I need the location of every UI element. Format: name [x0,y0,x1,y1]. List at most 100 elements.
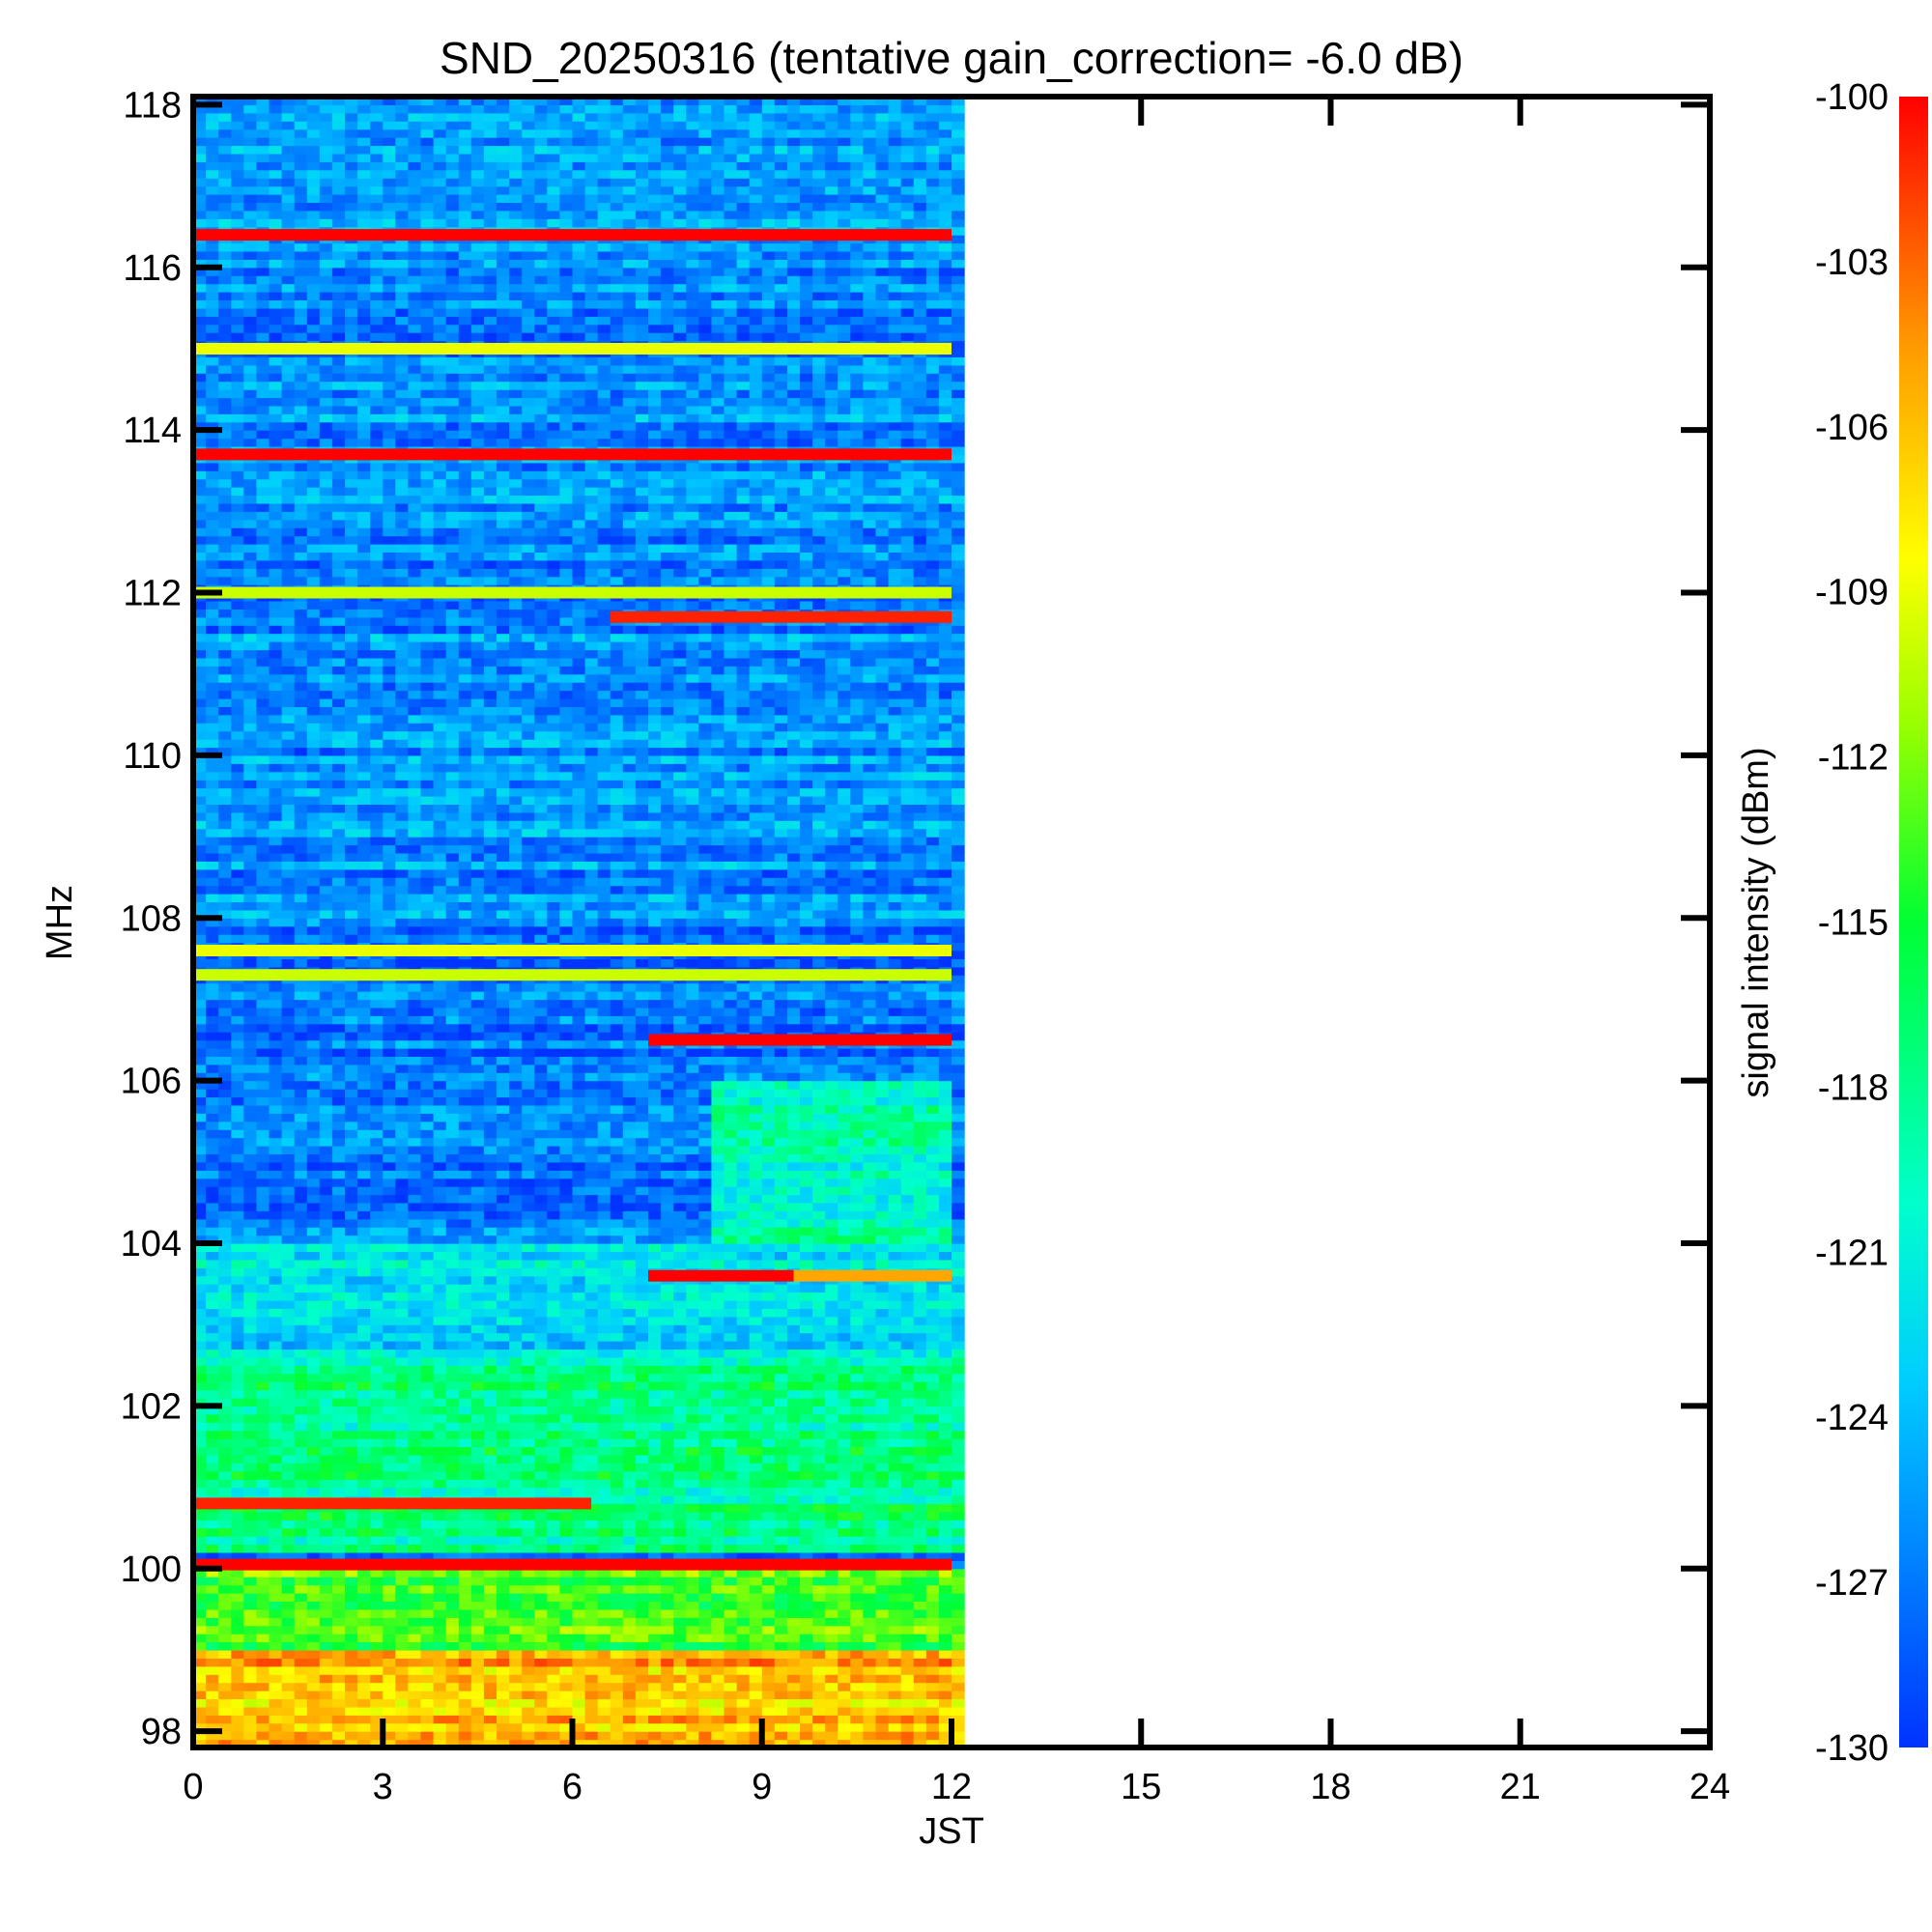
heatmap-cell [534,1422,548,1431]
heatmap-cell [446,1707,460,1716]
heatmap-cell [434,1512,447,1520]
heatmap-cell [484,1381,497,1390]
heatmap-cell [850,1097,864,1106]
heatmap-cell [876,1129,890,1138]
heatmap-cell [800,1536,813,1545]
heatmap-cell [863,1357,876,1366]
heatmap-cell [573,1138,586,1147]
heatmap-cell [270,1227,283,1236]
heatmap-cell [825,1300,838,1309]
heatmap-cell [383,1138,396,1147]
heatmap-cell [686,1479,699,1488]
heatmap-cell [484,1642,497,1651]
heatmap-cell [573,1308,586,1317]
heatmap-cell [509,1585,523,1594]
heatmap-cell [484,1252,497,1261]
heatmap-cell [573,1081,586,1090]
heatmap-cell [926,1210,940,1219]
heatmap-cell [357,1374,371,1382]
heatmap-cell [812,1243,826,1252]
heatmap-cell [939,1495,952,1504]
heatmap-cell [345,1471,358,1480]
heatmap-cell [623,1731,637,1740]
heatmap-cell [876,1438,890,1447]
heatmap-cell [307,1642,321,1651]
heatmap-cell [926,1406,940,1414]
heatmap-cell [345,1528,358,1537]
heatmap-cell [585,1293,599,1301]
heatmap-cell [698,1317,712,1325]
heatmap-cell [926,1585,940,1594]
heatmap-cell [370,1438,384,1447]
heatmap-cell [850,1626,864,1634]
heatmap-cell [673,1236,687,1244]
heatmap-cell [243,1236,257,1244]
heatmap-cell [775,1585,788,1594]
heatmap-cell [711,1195,724,1204]
heatmap-cell [800,1170,813,1179]
heatmap-cell [838,1089,851,1097]
heatmap-cell [459,1699,472,1708]
heatmap-cell [206,1455,219,1463]
heatmap-cell [446,1317,460,1325]
heatmap-cell [750,1219,763,1228]
heatmap-cell [750,1479,763,1488]
heatmap-cell [345,1122,358,1130]
heatmap-cell [623,1146,637,1154]
heatmap-cell [750,1495,763,1504]
heatmap-cell [939,1203,952,1211]
heatmap-cell [737,1609,751,1618]
heatmap-cell [825,1357,838,1366]
heatmap-cell [939,1138,952,1147]
heatmap-cell [825,1243,838,1252]
heatmap-cell [611,1105,624,1114]
heatmap-cell [952,1317,965,1325]
heatmap-cell [484,1113,497,1122]
heatmap-cell [762,1374,776,1382]
heatmap-cell [825,1170,838,1179]
heatmap-cell [889,1122,902,1130]
heatmap-cell [850,1658,864,1666]
heatmap-cell [434,1471,447,1480]
heatmap-cell [636,1365,649,1374]
heatmap-cell [408,1455,421,1463]
heatmap-cell [623,1179,637,1187]
heatmap-cell [408,1690,421,1699]
heatmap-cell [357,1195,371,1204]
heatmap-cell [598,1236,611,1244]
heatmap-cell [383,1293,396,1301]
heatmap-cell [370,1203,384,1211]
heatmap-cell [446,1650,460,1659]
heatmap-cell [295,1276,308,1285]
heatmap-cell [370,1447,384,1456]
heatmap-cell [863,1609,876,1618]
heatmap-cell [218,1447,232,1456]
heatmap-cell [711,1219,724,1228]
heatmap-cell [307,1324,321,1333]
heatmap-cell [762,1479,776,1488]
heatmap-cell [484,1146,497,1154]
heatmap-cell [724,1146,738,1154]
heatmap-cell [434,1210,447,1219]
heatmap-cell [383,1398,396,1406]
heatmap-cell [876,1089,890,1097]
heatmap-cell [471,1715,485,1723]
heatmap-cell [497,1674,510,1683]
heatmap-cell [876,1447,890,1456]
heatmap-cell [434,1650,447,1659]
heatmap-cell [901,1129,915,1138]
heatmap-cell [459,1585,472,1594]
heatmap-cell [497,1683,510,1691]
heatmap-cell [724,1536,738,1545]
heatmap-cell [825,1203,838,1211]
heatmap-cell [459,1479,472,1488]
heatmap-cell [231,1227,244,1236]
heatmap-cell [320,1308,333,1317]
heatmap-cell [270,1602,283,1610]
heatmap-cell [332,1350,346,1358]
heatmap-cell [901,1170,915,1179]
heatmap-cell [762,1463,776,1471]
heatmap-cell [383,1658,396,1666]
heatmap-cell [509,1097,523,1106]
heatmap-cell [598,1666,611,1675]
